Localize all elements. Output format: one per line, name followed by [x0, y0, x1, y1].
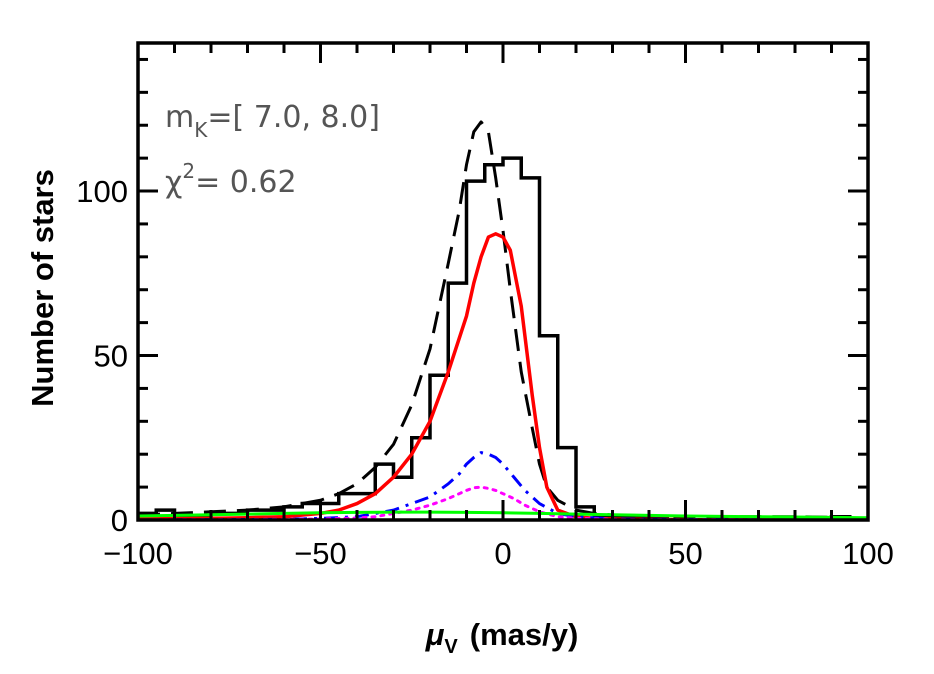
x-tick-label: 50	[668, 536, 702, 571]
histogram-observed	[138, 156, 868, 520]
series-red-component	[138, 232, 868, 520]
x-tick-label: 0	[494, 536, 511, 571]
y-tick-label: 0	[111, 503, 128, 538]
series-blue-component	[138, 451, 868, 520]
x-tick-label: −100	[103, 536, 173, 571]
chi2-text: χ2= 0.62	[165, 159, 297, 200]
axis-ticks	[136, 43, 870, 522]
mag-range-text: mK=[ 7.0, 8.0]	[165, 100, 380, 142]
y-axis-title: Number of stars	[25, 169, 60, 407]
x-tick-label: 100	[842, 536, 894, 571]
x-tick-label: −50	[294, 536, 347, 571]
series-magenta-component	[138, 485, 868, 520]
mag-range-annotation: mK=[ 7.0, 8.0]	[165, 100, 380, 142]
y-tick-label: 100	[76, 174, 128, 209]
chi2-annotation: χ2= 0.62	[165, 159, 297, 200]
y-tick-label: 50	[94, 339, 128, 374]
x-axis-title: μV (mas/y)	[425, 617, 579, 658]
axis-tick-labels: −100 −50 0 50 100 0 50 100	[76, 174, 894, 571]
